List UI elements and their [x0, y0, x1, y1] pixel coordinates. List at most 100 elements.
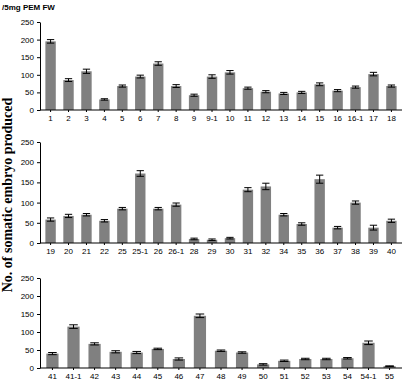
tick-label: 45	[153, 372, 162, 381]
tick: 9-1	[206, 110, 218, 123]
tick: 51	[280, 368, 289, 381]
error-cap	[101, 219, 108, 220]
tick-label: 6	[138, 114, 143, 123]
error-cap	[370, 230, 377, 231]
error-cap	[259, 365, 268, 366]
error-cap	[48, 352, 57, 353]
error-cap	[208, 78, 215, 79]
error-cap	[316, 85, 323, 86]
bar	[207, 77, 217, 110]
y-axis: 050100150200250	[21, 274, 41, 373]
error-bar	[137, 171, 144, 177]
error-cap	[47, 39, 54, 40]
tick-label: 41-1	[65, 372, 82, 381]
tick-label: 11	[244, 114, 253, 123]
tick-label: 150	[21, 310, 35, 319]
error-cap	[385, 365, 394, 366]
tick-mark	[247, 243, 248, 245]
bar	[257, 364, 269, 368]
error-bar	[69, 325, 78, 329]
error-cap	[175, 360, 184, 361]
axis-line	[40, 243, 402, 244]
bar	[171, 205, 181, 243]
tick: 21	[82, 243, 91, 256]
error-bar	[48, 353, 57, 355]
bar	[81, 215, 91, 243]
tick: 54-1	[360, 368, 377, 381]
tick: 8	[174, 110, 179, 123]
tick-mark	[212, 243, 213, 245]
tick: 11	[244, 110, 253, 123]
plot-area	[46, 314, 395, 368]
tick-mark	[242, 368, 243, 370]
tick-label: 13	[279, 114, 288, 123]
error-bar	[385, 365, 394, 367]
error-cap	[334, 226, 341, 227]
error-cap	[119, 209, 126, 210]
tick: 22	[100, 243, 109, 256]
error-cap	[352, 200, 359, 201]
tick-mark	[337, 110, 338, 112]
tick: 200	[21, 36, 40, 45]
error-cap	[83, 69, 90, 70]
tick: 100	[21, 71, 40, 80]
tick-mark	[37, 203, 40, 204]
tick-label: 10	[226, 114, 235, 123]
tick: 44	[132, 368, 141, 381]
tick-mark	[391, 243, 392, 245]
tick-mark	[389, 368, 390, 370]
error-cap	[298, 93, 305, 94]
error-cap	[155, 209, 162, 210]
bar	[332, 91, 342, 110]
tick-label: 51	[280, 372, 289, 381]
axis-line	[40, 110, 402, 111]
error-bar	[173, 203, 180, 206]
y-axis: 050100150200250	[21, 138, 41, 248]
tick-mark	[373, 243, 374, 245]
error-cap	[244, 187, 251, 188]
error-bar	[334, 90, 341, 92]
error-stem	[86, 69, 87, 73]
tick-mark	[178, 368, 179, 370]
bar	[299, 359, 311, 368]
error-cap	[316, 175, 323, 176]
error-bar	[298, 223, 305, 225]
tick: 29	[208, 243, 217, 256]
tick-label: 48	[217, 372, 226, 381]
tick: 54	[343, 368, 352, 381]
error-bar	[352, 86, 359, 88]
tick: 16	[333, 110, 342, 123]
bar	[225, 72, 235, 110]
bar	[110, 352, 122, 368]
bar	[261, 92, 271, 110]
error-cap	[298, 91, 305, 92]
error-cap	[173, 84, 180, 85]
bar	[45, 41, 55, 110]
error-bar	[238, 352, 247, 353]
tick: 7	[156, 110, 161, 123]
error-cap	[196, 317, 205, 318]
tick-label: 12	[261, 114, 270, 123]
error-cap	[226, 74, 233, 75]
error-cap	[190, 238, 197, 239]
tick: 50	[25, 219, 40, 228]
tick-mark	[50, 110, 51, 112]
error-cap	[47, 43, 54, 44]
tick: 45	[153, 368, 162, 381]
bar	[46, 354, 58, 368]
error-bar	[155, 62, 162, 66]
error-cap	[388, 219, 395, 220]
error-bar	[137, 75, 144, 78]
tick: 50	[25, 88, 40, 97]
error-bar	[83, 69, 90, 73]
error-cap	[65, 81, 72, 82]
tick-mark	[37, 368, 40, 369]
bar	[314, 84, 324, 110]
error-cap	[90, 342, 99, 343]
tick-label: 15	[315, 114, 324, 123]
error-bar	[65, 79, 72, 82]
error-cap	[298, 222, 305, 223]
error-bar	[370, 225, 377, 230]
error-cap	[280, 92, 287, 93]
error-stem	[373, 225, 374, 230]
